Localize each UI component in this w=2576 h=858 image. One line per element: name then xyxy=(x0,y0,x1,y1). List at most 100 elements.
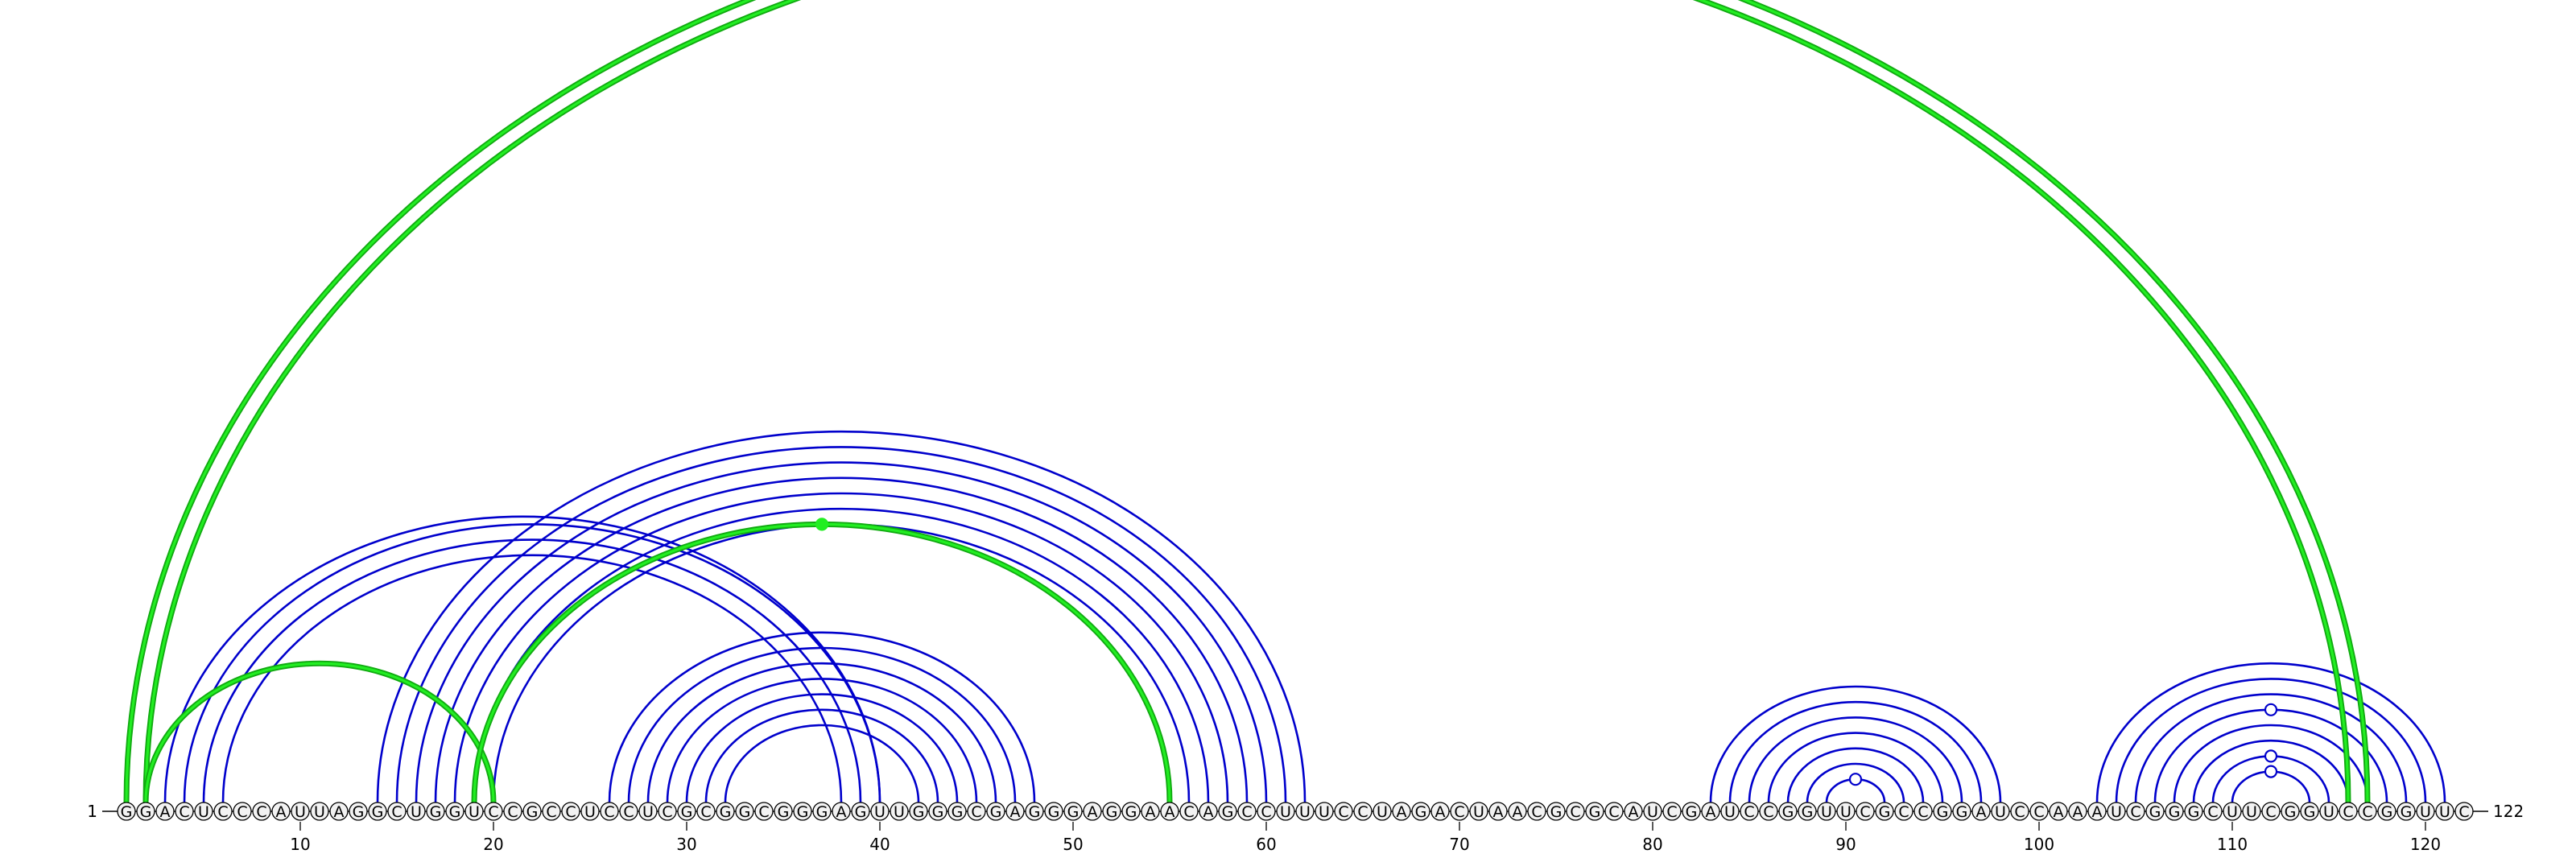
blue-base-pair-arc xyxy=(724,724,920,803)
nucleotide-circle xyxy=(1798,802,1817,821)
nucleotide-letter: G xyxy=(121,803,133,821)
nucleotide: C xyxy=(1604,802,1624,821)
nucleotide-circle xyxy=(194,802,213,821)
nucleotide: A xyxy=(1199,802,1218,821)
nucleotide: G xyxy=(349,802,368,821)
nucleotide: G xyxy=(1952,802,1971,821)
nucleotide: U xyxy=(890,802,909,821)
nucleotide: G xyxy=(2184,802,2203,821)
nucleotide-circle xyxy=(464,802,484,821)
nucleotide: A xyxy=(1701,802,1720,821)
open-marker xyxy=(1848,773,1863,786)
nucleotide-circle xyxy=(2339,802,2358,821)
blue-base-pair-arc xyxy=(1767,732,1944,803)
nucleotide-letter: A xyxy=(836,803,847,821)
nucleotide: G xyxy=(368,802,387,821)
blue-base-pair-arc xyxy=(376,430,1307,803)
nucleotide: G xyxy=(1063,802,1083,821)
nucleotide: U xyxy=(1276,802,1295,821)
nucleotide-circle xyxy=(2087,802,2107,821)
nucleotide-circle xyxy=(1237,802,1257,821)
nucleotide: C xyxy=(484,802,503,821)
nucleotide-letter: U xyxy=(2111,803,2122,821)
nucleotide: C xyxy=(600,802,619,821)
nucleotide: C xyxy=(2029,802,2049,821)
nucleotide-letter: G xyxy=(1802,803,1814,821)
nucleotide: C xyxy=(503,802,522,821)
nucleotide-letter: A xyxy=(1010,803,1021,821)
nucleotide-circle xyxy=(252,802,271,821)
nucleotide: U xyxy=(1643,802,1662,821)
nucleotide-letter: C xyxy=(1338,803,1348,821)
nucleotide-circle xyxy=(658,802,677,821)
nucleotide-circle xyxy=(233,802,252,821)
nucleotide-letter: C xyxy=(546,803,556,821)
nucleotide: A xyxy=(1508,802,1527,821)
nucleotide: U xyxy=(1720,802,1740,821)
nucleotide: A xyxy=(1141,802,1160,821)
nucleotide: G xyxy=(2165,802,2184,821)
nucleotide: U xyxy=(580,802,600,821)
nucleotide-letter: C xyxy=(179,803,189,821)
nucleotide-circle xyxy=(812,802,832,821)
nucleotide: G xyxy=(1121,802,1141,821)
nucleotide-circle xyxy=(1971,802,1991,821)
nucleotide-letter: A xyxy=(276,803,287,821)
nucleotide-letter: A xyxy=(2092,803,2103,821)
nucleotide-circle xyxy=(774,802,793,821)
nucleotide-letter: G xyxy=(1937,803,1949,821)
blue-base-pair-arc xyxy=(473,507,1210,803)
nucleotide-letter: C xyxy=(604,803,614,821)
nucleotide: C xyxy=(233,802,252,821)
nucleotide: G xyxy=(1411,802,1430,821)
nucleotide-circle xyxy=(291,802,310,821)
nucleotide-letter: G xyxy=(797,803,809,821)
nucleotide: G xyxy=(774,802,793,821)
blue-base-pair-arc xyxy=(704,708,939,803)
nucleotide-circle xyxy=(1411,802,1430,821)
nucleotide-circle xyxy=(2049,802,2068,821)
nucleotide-letter: C xyxy=(391,803,402,821)
nucleotide-letter: U xyxy=(894,803,905,821)
nucleotide-letter: G xyxy=(2169,803,2181,821)
nucleotide-circle xyxy=(2416,802,2435,821)
nucleotide-circle xyxy=(2203,802,2223,821)
nucleotide: A xyxy=(1005,802,1025,821)
nucleotide-circle xyxy=(754,802,774,821)
nucleotide: C xyxy=(696,802,716,821)
nucleotide-letter: C xyxy=(2014,803,2025,821)
nucleotide-circle xyxy=(1102,802,1121,821)
sequence-end-label: 122 xyxy=(2493,802,2524,821)
nucleotide-circle xyxy=(1682,802,1701,821)
nucleotide: C xyxy=(1353,802,1373,821)
nucleotide: A xyxy=(329,802,349,821)
nucleotide-circle xyxy=(1952,802,1971,821)
nucleotide-circle xyxy=(1005,802,1025,821)
filled-marker xyxy=(815,518,829,531)
nucleotide: G xyxy=(2396,802,2416,821)
nucleotide-circle xyxy=(2126,802,2145,821)
sequence-start-label: 1 xyxy=(87,802,97,821)
nucleotide: U xyxy=(2319,802,2339,821)
nucleotide: C xyxy=(1334,802,1353,821)
nucleotide: G xyxy=(793,802,812,821)
blue-base-pair-arc xyxy=(608,631,1036,803)
nucleotide-circle xyxy=(1063,802,1083,821)
nucleotide: U xyxy=(1991,802,2010,821)
nucleotide: U xyxy=(407,802,426,821)
nucleotide-circle xyxy=(2010,802,2029,821)
nucleotide: C xyxy=(1566,802,1585,821)
nucleotide: U xyxy=(310,802,329,821)
nucleotide: A xyxy=(1160,802,1179,821)
nucleotide-circle xyxy=(677,802,696,821)
nucleotide: C xyxy=(252,802,271,821)
green-base-pair-arc-outline xyxy=(142,0,2351,803)
nucleotide-letter: A xyxy=(1088,803,1098,821)
nucleotide: G xyxy=(1798,802,1817,821)
blue-base-pair-arc xyxy=(2211,755,2330,803)
nucleotide-letter: C xyxy=(1454,803,1464,821)
nucleotide: G xyxy=(986,802,1005,821)
nucleotide-letter: U xyxy=(584,803,596,821)
nucleotide-letter: U xyxy=(1319,803,1330,821)
